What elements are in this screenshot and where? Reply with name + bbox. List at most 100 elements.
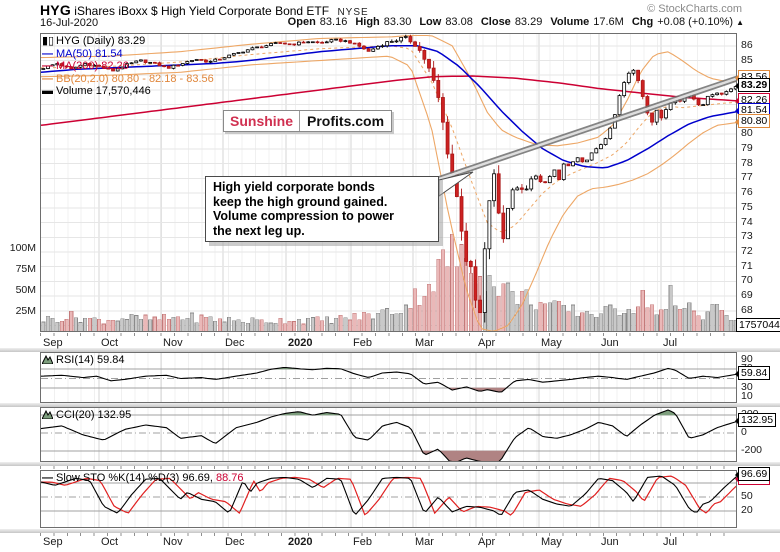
exchange-label: NYSE xyxy=(337,7,369,18)
month-label: Feb xyxy=(353,337,372,349)
price-callout-80.80: 80.80 xyxy=(735,114,771,129)
logo-part-sunshine: Sunshine xyxy=(224,111,301,131)
sto-line-icon: — xyxy=(42,472,53,484)
legend-ma50-label: MA(50) 81.54 xyxy=(56,47,123,60)
month-label-bottom: Mar xyxy=(414,536,434,548)
quote-label-low: Low xyxy=(419,16,442,28)
security-name: iShares iBoxx $ High Yield Corporate Bon… xyxy=(74,4,330,18)
sto-k-callout: 96.69 xyxy=(735,467,771,482)
price-axis-label: 78 xyxy=(741,156,753,169)
volume-last-callout: 17570446 xyxy=(736,318,780,332)
price-axis-label: 75 xyxy=(741,200,753,213)
bb-line-swatch: — xyxy=(42,72,53,85)
sto-label-d: 88.76 xyxy=(212,472,244,484)
callout-arrow xyxy=(731,369,739,378)
sto-axis-label: 50 xyxy=(741,490,753,502)
legend-volume: ▬ Volume 17,570,446 xyxy=(42,85,214,98)
volume-axis-label: 100M xyxy=(9,242,36,254)
ohlc-quote-row: Open 83.16 High 83.30 Low 83.08 Close 83.29 Volu… xyxy=(280,16,744,28)
rsi-label: RSI(14) 59.84 xyxy=(56,354,125,366)
ma50-line-swatch: — xyxy=(42,47,53,60)
quote-label-open: Open xyxy=(287,16,316,28)
month-label-bottom: Feb xyxy=(353,536,372,548)
legend-volume-label: Volume 17,570,446 xyxy=(56,85,151,97)
callout-arrow xyxy=(731,118,739,127)
sto-axis-label: 20 xyxy=(741,504,753,516)
indicator-mountain-icon xyxy=(41,409,54,420)
month-label: Apr xyxy=(477,337,496,349)
legend-ma200-label: MA(200) 82.26 xyxy=(56,60,129,72)
price-axis-label: 79 xyxy=(741,141,753,154)
price-axis-label: 77 xyxy=(741,171,753,184)
sunshineprofits-logo: Sunshine Profits.com xyxy=(223,110,393,132)
month-label: Oct xyxy=(100,337,119,349)
month-label: Sep xyxy=(43,337,63,349)
panel-separator xyxy=(0,348,780,352)
price-axis-label: 73 xyxy=(741,230,753,243)
month-label-bottom: Dec xyxy=(224,536,245,548)
change-up-arrow: ▲ xyxy=(736,18,744,27)
stockcharts-credit: © StockCharts.com xyxy=(647,3,742,15)
month-label-bottom: May xyxy=(541,536,562,548)
price-axis-label: 80 xyxy=(741,127,753,140)
legend-ma50: — MA(50) 81.54 xyxy=(42,48,214,61)
callout-arrow xyxy=(731,96,739,105)
chart-date: 16-Jul-2020 xyxy=(40,17,99,29)
month-label: Dec xyxy=(224,337,245,349)
axis-tick-strip xyxy=(40,466,737,469)
cci-label: CCI(20) 132.95 xyxy=(56,409,132,421)
cci-axis-label: 0 xyxy=(741,426,747,438)
legend-series: ▮▯ HYG (Daily) 83.29 xyxy=(42,35,214,48)
month-label-bottom: Sep xyxy=(43,536,63,548)
candlestick-icon: ▮▯ xyxy=(42,35,55,47)
month-label-bottom: Nov xyxy=(163,536,183,548)
month-label-bottom: Apr xyxy=(477,536,496,548)
quote-value-close: 83.29 xyxy=(514,16,543,28)
indicator-mountain-icon xyxy=(41,354,54,365)
sto-label-row: — Slow STO %K(14) %D(3) 96.69, 88.76 xyxy=(42,472,244,484)
rsi-callout: 59.84 xyxy=(735,365,771,380)
price-axis-label: 72 xyxy=(741,244,753,257)
axis-tick-strip xyxy=(40,333,737,336)
price-axis-label: 74 xyxy=(741,215,753,228)
rsi-axis-label: 30 xyxy=(741,380,753,393)
month-label-bottom: Oct xyxy=(100,536,119,548)
legend-bb-label: BB(20,2.0) 80.80 - 82.18 - 83.56 xyxy=(56,72,214,85)
month-label-bottom: Jun xyxy=(600,536,619,548)
volume-axis-label: 50M xyxy=(15,284,36,296)
cci-axis-label: -200 xyxy=(741,443,763,456)
quote-value-high: 83.30 xyxy=(383,16,412,28)
price-axis-label: 70 xyxy=(741,274,753,287)
month-label: Jul xyxy=(662,337,678,349)
axis-tick-strip xyxy=(40,533,737,536)
legend-bollinger: — BB(20,2.0) 80.80 - 82.18 - 83.56 xyxy=(42,73,214,86)
stochastic-panel xyxy=(40,470,737,528)
panel-separator xyxy=(0,529,780,533)
quote-label-chg: Chg xyxy=(631,16,654,28)
callout-arrow xyxy=(731,73,739,82)
callout-arrow xyxy=(731,417,739,426)
volume-bars-icon: ▬ xyxy=(42,85,53,97)
quote-value-chg: +0.08 (+0.10%) xyxy=(657,16,734,28)
analyst-annotation: High yield corporate bonds keep the high… xyxy=(205,176,439,242)
quote-label-close: Close xyxy=(480,16,511,28)
month-label: Jun xyxy=(600,337,619,349)
price-axis-label: 85 xyxy=(741,53,753,66)
ma200-line-swatch: — xyxy=(42,60,53,72)
cci-label-row: CCI(20) 132.95 xyxy=(41,409,132,421)
quote-value-low: 83.08 xyxy=(445,16,473,28)
price-callout-81.54: 81.54 xyxy=(735,103,771,118)
rsi-panel xyxy=(40,352,737,403)
callout-arrow xyxy=(736,322,737,330)
rsi-axis-label: 90 xyxy=(741,352,753,365)
callout-arrow xyxy=(731,107,739,116)
volume-axis-label: 75M xyxy=(15,263,36,275)
month-label: May xyxy=(541,337,562,349)
sto-label-k: Slow STO %K(14) %D(3) 96.69, xyxy=(56,472,213,484)
month-label: Mar xyxy=(414,337,434,349)
panel-separator xyxy=(0,462,780,466)
price-axis-label: 76 xyxy=(741,186,753,199)
cci-callout: 132.95 xyxy=(735,413,777,428)
price-axis-label: 71 xyxy=(741,259,753,272)
